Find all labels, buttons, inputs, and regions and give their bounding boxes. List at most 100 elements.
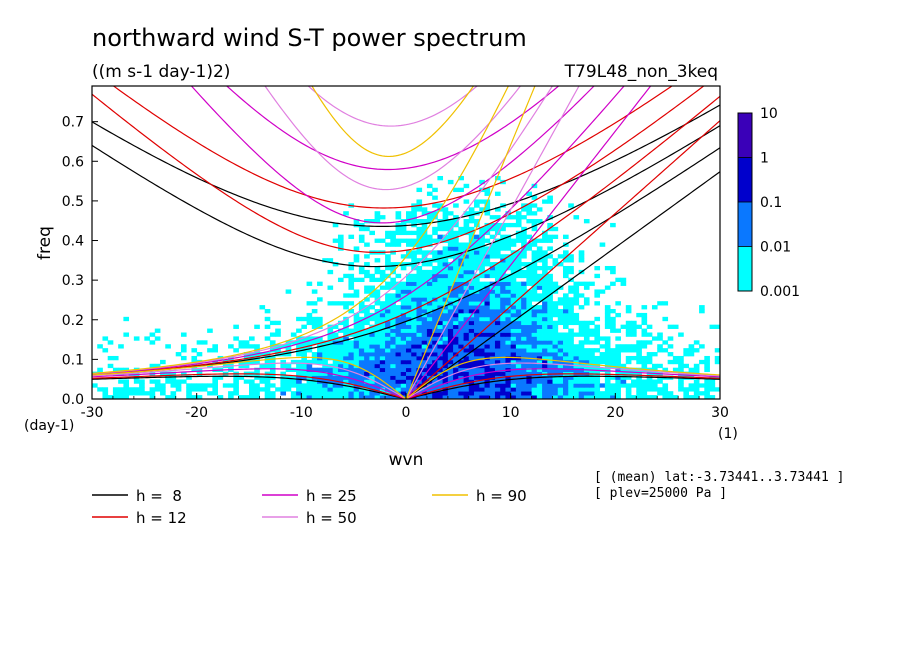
- heatmap-cell: [453, 281, 459, 286]
- heatmap-cell: [411, 371, 417, 376]
- heatmap-cell: [547, 215, 553, 220]
- heatmap-cell: [641, 320, 648, 326]
- heatmap-cell: [594, 324, 601, 329]
- heatmap-cell: [489, 352, 496, 357]
- heatmap-cell: [379, 332, 386, 337]
- heatmap-cell: [421, 348, 428, 353]
- heatmap-cell: [531, 312, 538, 318]
- heatmap-cell: [400, 359, 407, 365]
- heatmap-cell: [542, 281, 548, 286]
- heatmap-cell: [515, 211, 522, 216]
- heatmap-cell: [332, 371, 339, 376]
- heatmap-cell: [358, 309, 365, 314]
- heatmap-cell: [453, 316, 459, 322]
- heatmap-cell: [500, 293, 506, 298]
- heatmap-cell: [505, 215, 512, 220]
- heatmap-cell: [489, 375, 496, 380]
- dispersion-curve-kelvin-h25: [405, 86, 652, 399]
- heatmap-cell: [505, 332, 512, 337]
- heatmap-cell: [521, 250, 527, 255]
- heatmap-cell: [599, 367, 606, 373]
- heatmap-cell: [411, 281, 417, 286]
- heatmap-cell: [500, 312, 506, 318]
- heatmap-cell: [573, 281, 580, 286]
- heatmap-cell: [547, 273, 553, 279]
- heatmap-cell: [657, 391, 663, 396]
- heatmap-cell: [390, 320, 396, 326]
- heatmap-cell: [594, 273, 601, 279]
- heatmap-cell: [484, 238, 491, 243]
- heatmap-cell: [594, 332, 601, 337]
- heatmap-cell: [432, 309, 438, 314]
- heatmap-cell: [500, 344, 506, 349]
- heatmap-cell: [515, 265, 522, 271]
- heatmap-cell: [269, 332, 276, 337]
- heatmap-cell: [311, 316, 318, 322]
- heatmap-cell: [631, 348, 637, 353]
- heatmap-cell: [453, 203, 459, 208]
- heatmap-cell: [364, 344, 370, 349]
- heatmap-cell: [306, 359, 313, 365]
- heatmap-cell: [463, 258, 470, 263]
- heatmap-cell: [489, 269, 496, 275]
- heatmap-cell: [306, 320, 313, 326]
- heatmap-cell: [625, 391, 632, 396]
- heatmap-cell: [688, 383, 695, 388]
- heatmap-cell: [494, 336, 501, 341]
- heatmap-cell: [620, 277, 627, 283]
- heatmap-cell: [269, 391, 276, 396]
- heatmap-cell: [547, 367, 553, 373]
- heatmap-cell: [306, 301, 313, 306]
- heatmap-cell: [505, 340, 512, 345]
- heatmap-cell: [474, 336, 480, 341]
- heatmap-cell: [327, 391, 334, 396]
- heatmap-cell: [578, 352, 585, 357]
- heatmap-cell: [379, 336, 386, 341]
- heatmap-cell: [358, 336, 365, 341]
- heatmap-cell: [578, 355, 585, 361]
- heatmap-cell: [442, 297, 449, 302]
- heatmap-cell: [416, 199, 423, 204]
- heatmap-cell: [599, 383, 606, 388]
- heatmap-cell: [505, 371, 512, 376]
- heatmap-cell: [379, 363, 386, 369]
- heatmap-cell: [390, 238, 396, 243]
- heatmap-cell: [510, 387, 517, 392]
- heatmap-cell: [468, 340, 475, 345]
- heatmap-cell: [416, 207, 423, 212]
- heatmap-cell: [573, 215, 580, 220]
- heatmap-cell: [249, 344, 255, 349]
- heatmap-cell: [489, 293, 496, 298]
- colorbar-segment: [738, 157, 752, 202]
- heatmap-cell: [353, 344, 360, 349]
- heatmap-cell: [170, 391, 177, 396]
- heatmap-cell: [290, 379, 297, 384]
- heatmap-cell: [369, 348, 375, 353]
- heatmap-cell: [552, 379, 559, 384]
- heatmap-cell: [526, 371, 532, 376]
- heatmap-cell: [494, 328, 501, 333]
- heatmap-cell: [651, 395, 658, 399]
- heatmap-cell: [489, 336, 496, 341]
- heatmap-cell: [474, 250, 480, 255]
- heatmap-cell: [505, 344, 512, 349]
- heatmap-cell: [364, 379, 370, 384]
- heatmap-cell: [510, 336, 517, 341]
- heatmap-cell: [631, 355, 637, 361]
- heatmap-cell: [421, 367, 428, 373]
- heatmap-cell: [568, 297, 574, 302]
- heatmap-cell: [348, 344, 355, 349]
- heatmap-cell: [531, 183, 538, 189]
- heatmap-cell: [641, 312, 648, 318]
- heatmap-cell: [406, 324, 412, 329]
- heatmap-cell: [625, 320, 632, 326]
- heatmap-cell: [536, 312, 543, 318]
- heatmap-cell: [610, 328, 616, 333]
- heatmap-cell: [374, 269, 381, 275]
- heatmap-cell: [327, 328, 334, 333]
- heatmap-cell: [547, 332, 553, 337]
- heatmap-cell: [536, 352, 543, 357]
- heatmap-cell: [631, 395, 637, 399]
- heatmap-cell: [583, 355, 590, 361]
- heatmap-cell: [510, 265, 517, 271]
